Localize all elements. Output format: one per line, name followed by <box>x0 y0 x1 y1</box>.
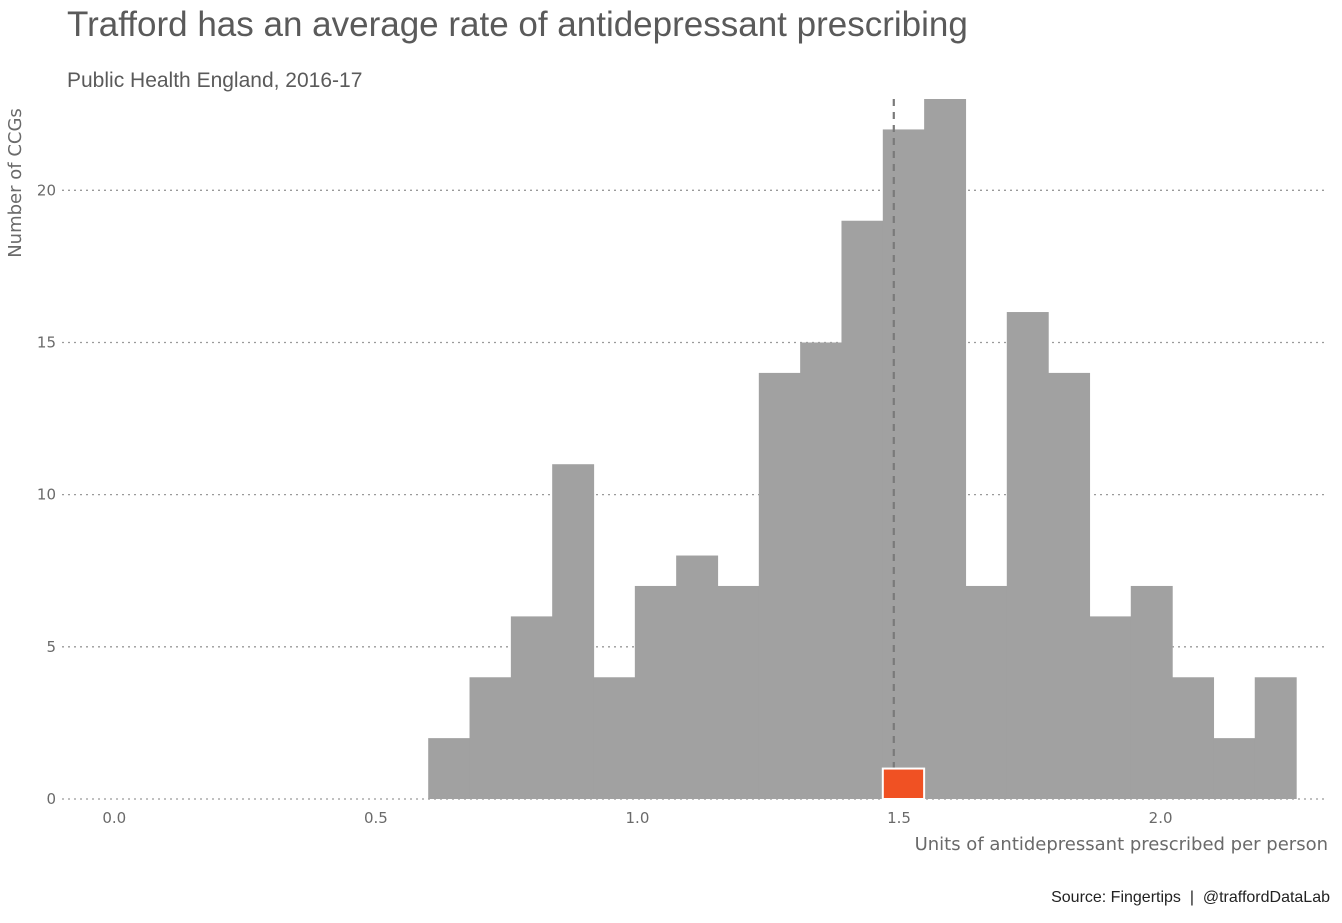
x-axis-title: Units of antidepressant prescribed per p… <box>915 834 1328 855</box>
histogram-bar <box>1048 372 1091 799</box>
gridlines <box>62 189 1328 800</box>
x-tick-label: 0.0 <box>102 809 126 827</box>
x-tick-label: 1.0 <box>626 809 650 827</box>
histogram-bar <box>1254 677 1297 799</box>
histogram-bar <box>1172 677 1215 799</box>
histogram-bar <box>469 677 512 799</box>
y-axis-title: Number of CCGs <box>5 108 26 258</box>
x-tick-label: 1.5 <box>887 809 911 827</box>
y-tick-label: 0 <box>46 790 56 808</box>
highlight-group <box>881 767 926 801</box>
histogram-bar <box>717 585 760 799</box>
y-tick-label: 5 <box>46 638 56 656</box>
y-tick-label: 10 <box>37 486 56 504</box>
histogram-bar <box>1130 585 1173 799</box>
chart-subtitle: Public Health England, 2016-17 <box>67 69 362 92</box>
histogram-bars <box>428 99 1297 799</box>
x-tick-label: 0.5 <box>364 809 388 827</box>
histogram-bar <box>510 616 553 799</box>
y-tick-label: 20 <box>37 181 56 199</box>
x-tick-label: 2.0 <box>1149 809 1173 827</box>
chart-title: Trafford has an average rate of antidepr… <box>67 5 968 44</box>
source-caption: Source: Fingertips | @traffordDataLab <box>1051 889 1330 906</box>
histogram-bar <box>1089 616 1132 799</box>
histogram-bar <box>552 464 595 799</box>
y-tick-label: 15 <box>37 333 56 351</box>
histogram-bar <box>593 677 636 799</box>
histogram-bar <box>882 129 925 799</box>
histogram-bar <box>634 585 677 799</box>
histogram-bar <box>800 342 843 799</box>
histogram-bar <box>924 99 967 799</box>
x-axis-ticks: 0.0 0.5 1.0 1.5 2.0 <box>102 809 1172 827</box>
histogram-bar <box>758 372 801 799</box>
y-axis-ticks: 0 5 10 15 20 <box>37 181 56 808</box>
histogram-bar <box>1213 738 1256 799</box>
histogram-bar <box>428 738 471 799</box>
histogram-bar <box>965 585 1008 799</box>
histogram-bar <box>1006 312 1049 799</box>
highlight-bar <box>881 767 926 801</box>
histogram-bar <box>841 220 884 799</box>
histogram-bar <box>676 555 719 799</box>
